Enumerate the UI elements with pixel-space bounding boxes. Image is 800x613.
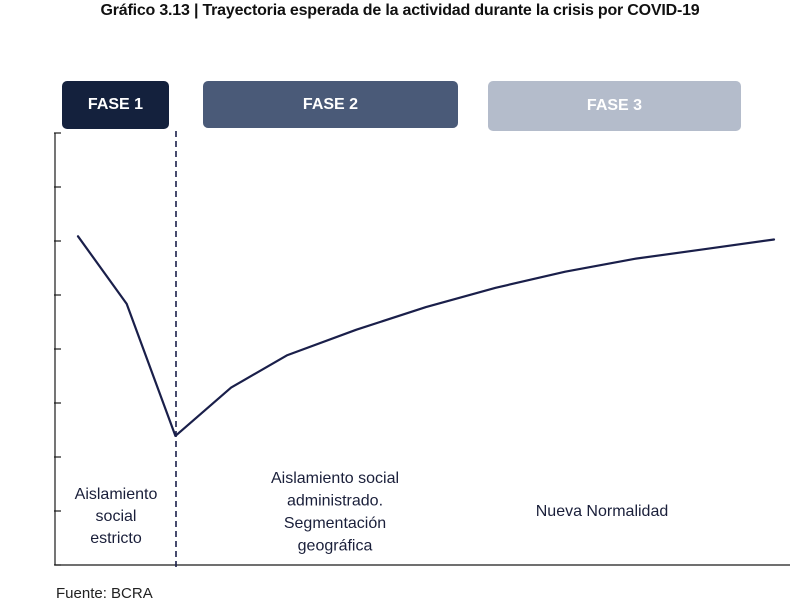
phase-2-description-line: Segmentación bbox=[284, 515, 386, 532]
phase-3-description-line: Nueva Normalidad bbox=[536, 503, 669, 520]
chart-axes bbox=[54, 132, 790, 566]
phase-2-label: FASE 2 bbox=[302, 95, 359, 113]
phase-2-description-line: administrado. bbox=[287, 493, 383, 510]
phase-3-badge: FASE 3 bbox=[488, 81, 741, 131]
phase-1-description-line: estricto bbox=[90, 530, 142, 547]
chart-title: Gráfico 3.13 | Trayectoria esperada de l… bbox=[100, 2, 700, 19]
phase-1-description-line: Aislamiento bbox=[75, 486, 158, 503]
phase-2-description-line: Aislamiento social bbox=[271, 470, 399, 487]
series-line bbox=[76, 235, 776, 437]
phase-1-label: FASE 1 bbox=[87, 96, 144, 113]
phase-1-badge: FASE 1 bbox=[62, 81, 169, 129]
phase-2-badge: FASE 2 bbox=[203, 81, 458, 128]
source-note: Fuente: BCRA bbox=[56, 585, 153, 602]
phase-2-description-line: geográfica bbox=[298, 538, 373, 555]
chart-series bbox=[76, 235, 776, 437]
phase-3-label: FASE 3 bbox=[586, 97, 643, 114]
phase-1-description-line: social bbox=[96, 508, 137, 525]
phase-descriptions: Aislamiento social estricto Aislamiento soc… bbox=[75, 470, 669, 555]
